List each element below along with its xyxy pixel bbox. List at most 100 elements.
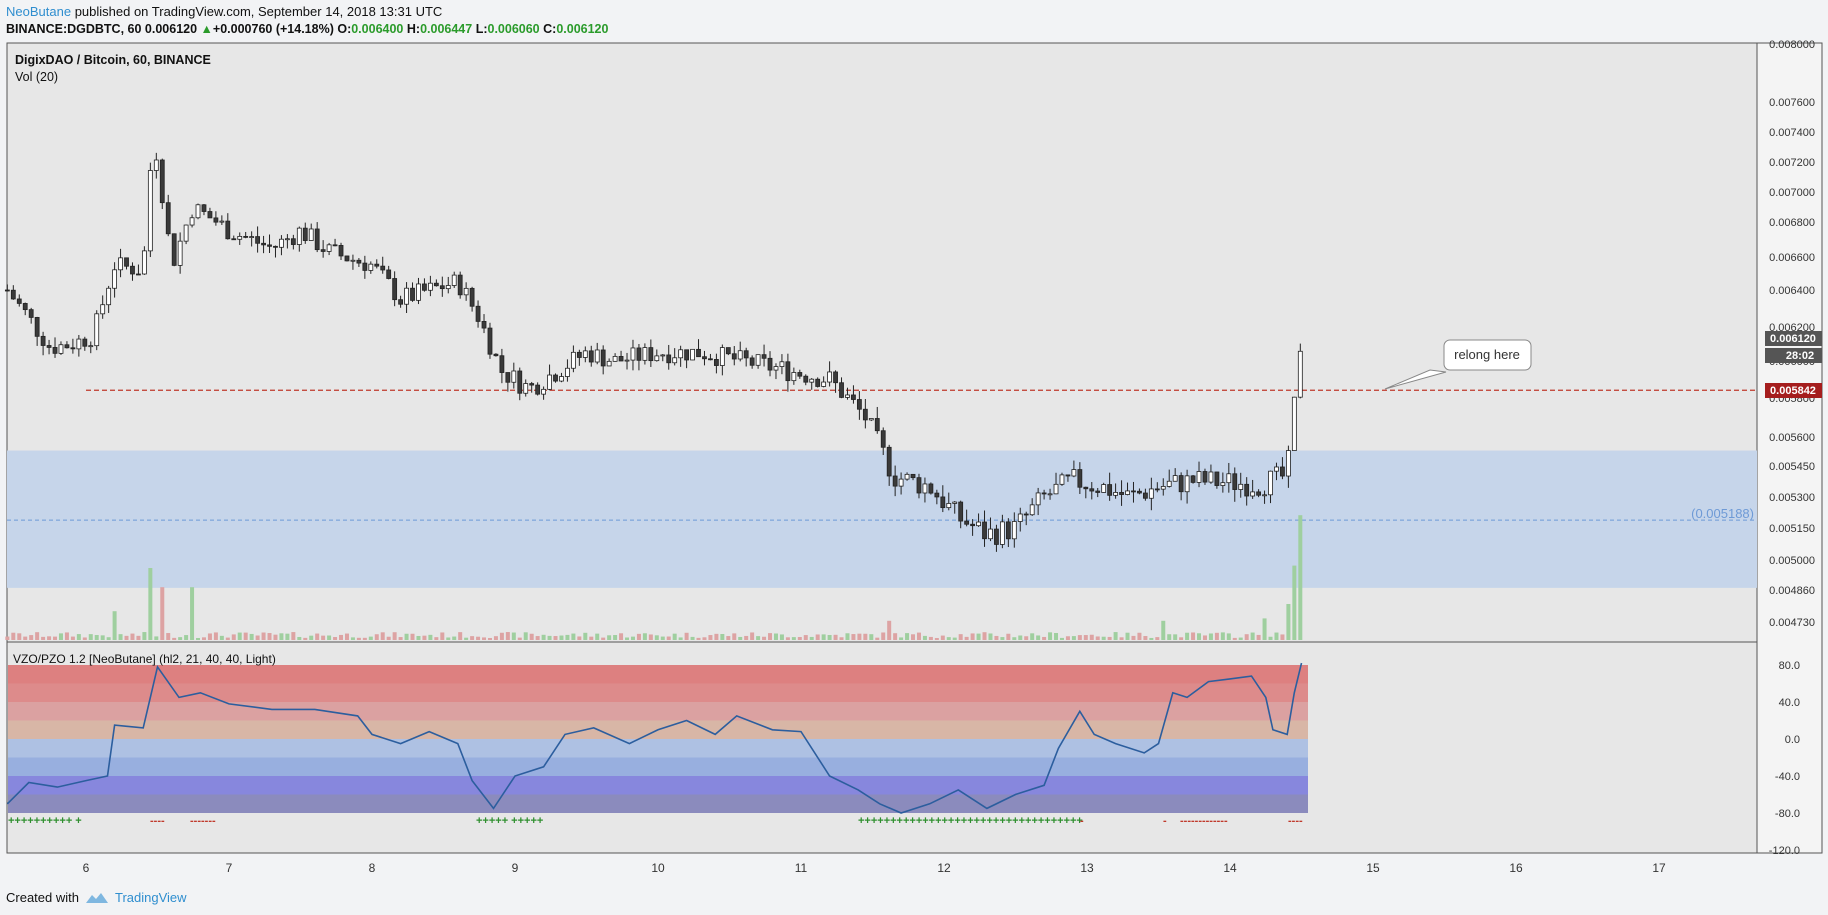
candle-body: [88, 345, 94, 348]
volume-bar: [821, 634, 826, 640]
candle-body: [344, 255, 350, 262]
volume-bar: [589, 636, 594, 640]
symbol-label: BINANCE:DGDBTC, 60: [6, 22, 142, 36]
annotation-callout[interactable]: relong here: [1384, 339, 1532, 390]
candle-body: [273, 245, 278, 248]
candle-body: [868, 418, 874, 421]
volume-bar: [1274, 632, 1279, 640]
candle-body: [10, 289, 16, 300]
candle-body: [159, 159, 165, 204]
high-value: 0.006447: [420, 22, 473, 36]
candle-body: [136, 273, 141, 276]
volume-bar: [1054, 633, 1059, 640]
volume-bar: [374, 634, 379, 640]
volume-bar: [708, 635, 713, 640]
candle-body: [1035, 492, 1041, 506]
volume-bar: [1000, 637, 1005, 640]
candle-body: [1214, 471, 1220, 486]
volume-bar: [541, 634, 546, 640]
candle-body: [1208, 471, 1214, 483]
candle-body: [559, 376, 564, 382]
candle-body: [505, 372, 511, 383]
volume-bar: [970, 633, 975, 640]
candle-body: [1083, 486, 1089, 490]
volume-bar: [267, 633, 272, 640]
candle-body: [1190, 475, 1196, 483]
time-tick-label: 12: [937, 861, 951, 875]
volume-bar: [440, 632, 445, 640]
time-tick-label: 9: [512, 861, 519, 875]
volume-bar: [1048, 632, 1053, 640]
candle-body: [713, 359, 719, 366]
candle-body: [898, 478, 904, 487]
price-tick-label: 0.007400: [1769, 127, 1815, 139]
volume-bar: [660, 636, 665, 640]
candle-body: [1119, 492, 1124, 495]
price-tick-label: 0.004860: [1769, 585, 1815, 597]
volume-bar: [1065, 636, 1070, 640]
osc-axis: 80.0 40.0 0.0 -40.0 -80.0 -120.0: [1769, 660, 1800, 857]
volume-bar: [23, 636, 28, 640]
open-label: O:: [337, 22, 352, 36]
candle-body: [660, 354, 666, 357]
volume-bar: [1298, 515, 1303, 640]
volume-bar: [1268, 636, 1273, 640]
candle-body: [463, 287, 469, 296]
candle-body: [1101, 484, 1107, 493]
volume-bar: [851, 634, 856, 640]
volume-bar: [100, 635, 105, 640]
ohlc-line: BINANCE:DGDBTC, 60 0.006120 ▲+0.000760 (…: [6, 22, 608, 36]
candle-body: [219, 220, 225, 223]
volume-bar: [1280, 634, 1285, 640]
candle-body: [1041, 492, 1047, 495]
price-tick-label: 0.005150: [1769, 523, 1815, 535]
candle-body: [725, 347, 731, 355]
candle-body: [666, 354, 672, 364]
volume-bar: [64, 632, 69, 640]
volume-bar: [1036, 635, 1041, 640]
volume-bar: [29, 635, 34, 640]
last-price: 0.006120: [144, 22, 198, 36]
candle-body: [493, 353, 499, 357]
volume-bar: [1137, 632, 1142, 640]
author-link[interactable]: NeoButane: [6, 4, 72, 19]
candle-body: [1125, 490, 1130, 495]
volume-bar: [976, 633, 981, 640]
price-tick-label: 0.008000: [1769, 39, 1815, 51]
osc-signal-mark: ++++++++++ +: [8, 815, 82, 827]
candle-body: [499, 355, 505, 373]
osc-signal-mark: -------: [190, 815, 216, 827]
volume-bar: [1220, 632, 1225, 640]
volume-bar: [827, 634, 832, 640]
volume-bar: [243, 632, 248, 640]
volume-bar: [547, 635, 552, 640]
volume-bar: [1155, 637, 1160, 640]
candle-body: [261, 242, 266, 246]
volume-bar: [148, 568, 153, 640]
low-label: L:: [475, 22, 488, 36]
volume-bar: [1238, 637, 1243, 640]
volume-bar: [5, 636, 10, 640]
time-tick-label: 7: [226, 861, 233, 875]
candle-body: [243, 235, 249, 238]
candle-body: [821, 381, 827, 387]
candle-body: [302, 227, 308, 241]
volume-bar: [1262, 618, 1267, 640]
osc-band: [8, 683, 1308, 702]
time-tick-label: 14: [1223, 861, 1237, 875]
osc-signal-mark: -: [1163, 815, 1167, 827]
candle-body: [582, 350, 588, 358]
volume-bar: [350, 637, 355, 640]
candle-body: [1297, 350, 1303, 398]
candle-body: [4, 289, 10, 292]
volume-bar: [875, 637, 880, 640]
candle-body: [52, 347, 58, 354]
volume-bar: [1161, 620, 1166, 640]
volume-bar: [160, 587, 165, 640]
tradingview-link[interactable]: TradingView: [114, 890, 187, 905]
candle-body: [964, 520, 970, 525]
candle-body: [380, 265, 386, 271]
price-tick-label: 0.007600: [1769, 97, 1815, 109]
price-axis-bg[interactable]: [1756, 42, 1823, 854]
